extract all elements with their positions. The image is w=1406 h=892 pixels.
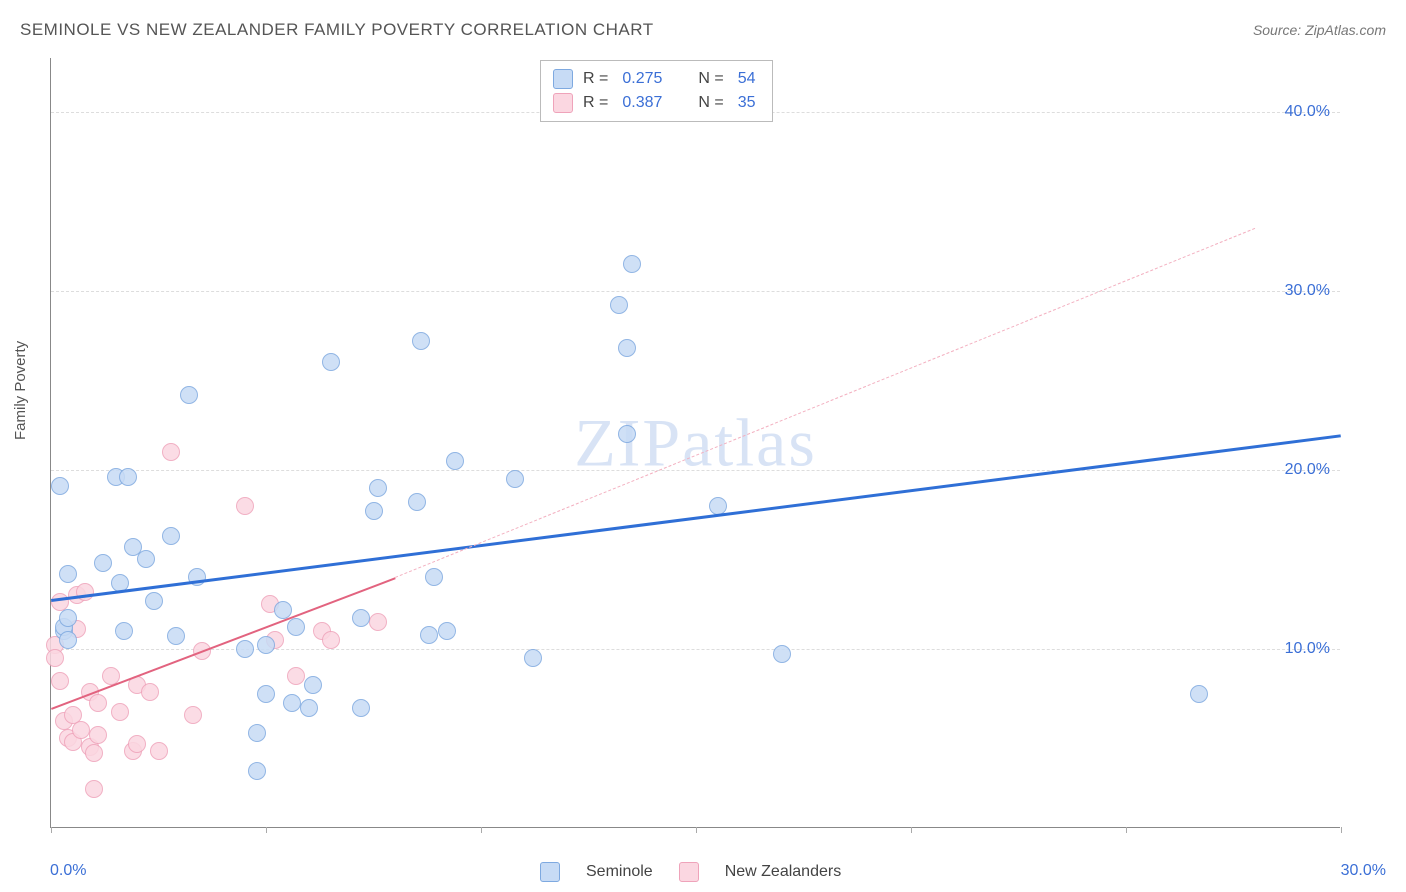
scatter-point — [248, 762, 266, 780]
trend-line — [395, 228, 1255, 578]
scatter-point — [167, 627, 185, 645]
scatter-point — [236, 497, 254, 515]
seminole-r-value: 0.275 — [622, 70, 662, 88]
scatter-point — [184, 706, 202, 724]
scatter-point — [89, 694, 107, 712]
legend-swatch-nz — [553, 93, 573, 113]
x-tick — [911, 827, 912, 833]
n-label: N = — [698, 94, 723, 112]
legend-swatch-seminole — [540, 862, 560, 882]
plot-area: ZIPatlas 10.0%20.0%30.0%40.0% — [50, 58, 1340, 828]
scatter-point — [111, 703, 129, 721]
scatter-point — [304, 676, 322, 694]
scatter-point — [115, 622, 133, 640]
legend-series: Seminole New Zealanders — [540, 862, 841, 882]
y-tick-label: 10.0% — [1285, 640, 1330, 658]
scatter-point — [119, 468, 137, 486]
r-label: R = — [583, 70, 608, 88]
y-tick-label: 40.0% — [1285, 103, 1330, 121]
scatter-point — [257, 636, 275, 654]
scatter-point — [322, 353, 340, 371]
x-tick-label-last: 30.0% — [1341, 862, 1386, 880]
scatter-point — [145, 592, 163, 610]
gridline-h — [51, 291, 1340, 292]
seminole-n-value: 54 — [738, 70, 756, 88]
scatter-point — [352, 699, 370, 717]
chart-title: SEMINOLE VS NEW ZEALANDER FAMILY POVERTY… — [20, 20, 654, 40]
scatter-point — [59, 631, 77, 649]
scatter-point — [408, 493, 426, 511]
scatter-point — [236, 640, 254, 658]
nz-n-value: 35 — [738, 94, 756, 112]
scatter-point — [89, 726, 107, 744]
scatter-point — [438, 622, 456, 640]
x-tick — [51, 827, 52, 833]
scatter-point — [59, 609, 77, 627]
n-label: N = — [698, 70, 723, 88]
trend-line — [51, 577, 396, 710]
legend-stats-row-seminole: R = 0.275 N = 54 — [553, 67, 760, 91]
x-tick — [481, 827, 482, 833]
scatter-point — [141, 683, 159, 701]
scatter-point — [150, 742, 168, 760]
scatter-point — [369, 479, 387, 497]
scatter-point — [94, 554, 112, 572]
scatter-point — [257, 685, 275, 703]
nz-r-value: 0.387 — [622, 94, 662, 112]
scatter-point — [610, 296, 628, 314]
scatter-point — [322, 631, 340, 649]
scatter-point — [162, 527, 180, 545]
scatter-point — [300, 699, 318, 717]
scatter-point — [85, 744, 103, 762]
legend-stats-row-nz: R = 0.387 N = 35 — [553, 91, 760, 115]
scatter-point — [46, 649, 64, 667]
scatter-point — [773, 645, 791, 663]
x-tick — [1341, 827, 1342, 833]
scatter-point — [425, 568, 443, 586]
r-label: R = — [583, 94, 608, 112]
legend-label-nz: New Zealanders — [725, 863, 842, 881]
scatter-point — [446, 452, 464, 470]
legend-swatch-seminole — [553, 69, 573, 89]
legend-stats-box: R = 0.275 N = 54 R = 0.387 N = 35 — [540, 60, 773, 122]
scatter-point — [274, 601, 292, 619]
x-tick-label-first: 0.0% — [50, 862, 86, 880]
scatter-point — [618, 339, 636, 357]
x-tick — [266, 827, 267, 833]
scatter-point — [524, 649, 542, 667]
scatter-point — [369, 613, 387, 631]
x-tick — [1126, 827, 1127, 833]
scatter-point — [128, 735, 146, 753]
y-axis-label: Family Poverty — [12, 341, 29, 440]
scatter-point — [352, 609, 370, 627]
scatter-point — [623, 255, 641, 273]
scatter-point — [248, 724, 266, 742]
legend-label-seminole: Seminole — [586, 863, 653, 881]
scatter-point — [162, 443, 180, 461]
trend-line — [51, 434, 1341, 602]
legend-swatch-nz — [679, 862, 699, 882]
x-tick — [696, 827, 697, 833]
scatter-point — [51, 477, 69, 495]
scatter-point — [365, 502, 383, 520]
scatter-point — [1190, 685, 1208, 703]
y-tick-label: 30.0% — [1285, 282, 1330, 300]
scatter-point — [412, 332, 430, 350]
scatter-point — [618, 425, 636, 443]
gridline-h — [51, 470, 1340, 471]
scatter-point — [59, 565, 77, 583]
scatter-point — [51, 672, 69, 690]
source-label: Source: ZipAtlas.com — [1253, 22, 1386, 38]
y-tick-label: 20.0% — [1285, 461, 1330, 479]
scatter-point — [420, 626, 438, 644]
scatter-point — [72, 721, 90, 739]
scatter-point — [85, 780, 103, 798]
scatter-point — [287, 618, 305, 636]
scatter-point — [137, 550, 155, 568]
scatter-point — [180, 386, 198, 404]
scatter-point — [287, 667, 305, 685]
scatter-point — [506, 470, 524, 488]
scatter-point — [283, 694, 301, 712]
